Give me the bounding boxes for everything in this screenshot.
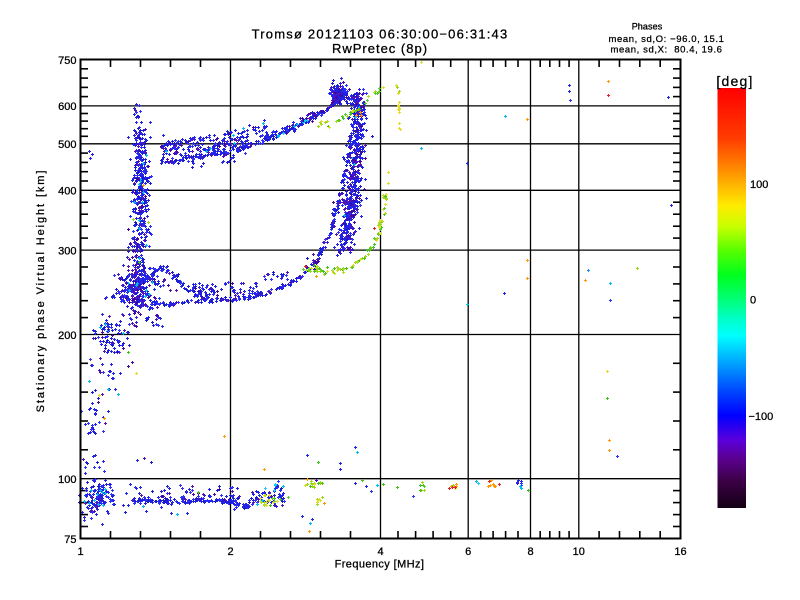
svg-text:Frequency [MHz]: Frequency [MHz] bbox=[335, 559, 425, 571]
svg-text:500: 500 bbox=[58, 139, 76, 151]
svg-text:4: 4 bbox=[377, 546, 383, 558]
svg-text:750: 750 bbox=[58, 55, 76, 67]
svg-text:16: 16 bbox=[674, 546, 686, 558]
svg-text:10: 10 bbox=[573, 546, 585, 558]
svg-text:100: 100 bbox=[750, 179, 768, 191]
svg-text:8: 8 bbox=[527, 546, 533, 558]
svg-text:200: 200 bbox=[58, 330, 76, 342]
svg-text:−100: −100 bbox=[749, 411, 774, 423]
svg-text:0: 0 bbox=[750, 295, 756, 307]
svg-text:1: 1 bbox=[77, 546, 83, 558]
svg-text:mean, sd,O: −96.0, 15.1: mean, sd,O: −96.0, 15.1 bbox=[609, 34, 725, 45]
svg-text:75: 75 bbox=[64, 534, 76, 546]
svg-text:400: 400 bbox=[58, 186, 76, 198]
svg-text:2: 2 bbox=[227, 546, 233, 558]
svg-text:300: 300 bbox=[58, 245, 76, 257]
svg-text:RwPretec (8p): RwPretec (8p) bbox=[332, 41, 428, 56]
svg-text:100: 100 bbox=[58, 474, 76, 486]
svg-text:6: 6 bbox=[465, 546, 471, 558]
svg-text:600: 600 bbox=[58, 101, 76, 113]
svg-text:Stationary phase Virtual Heigh: Stationary phase Virtual Height [km] bbox=[35, 169, 47, 413]
svg-text:Phases: Phases bbox=[632, 22, 663, 32]
svg-text:[deg]: [deg] bbox=[716, 73, 753, 89]
svg-text:mean, sd,X: 80.4, 19.6: mean, sd,X: 80.4, 19.6 bbox=[610, 45, 722, 56]
svg-text:Tromsø 20121103 06:30:00−06:31: Tromsø 20121103 06:30:00−06:31:43 bbox=[252, 27, 509, 42]
